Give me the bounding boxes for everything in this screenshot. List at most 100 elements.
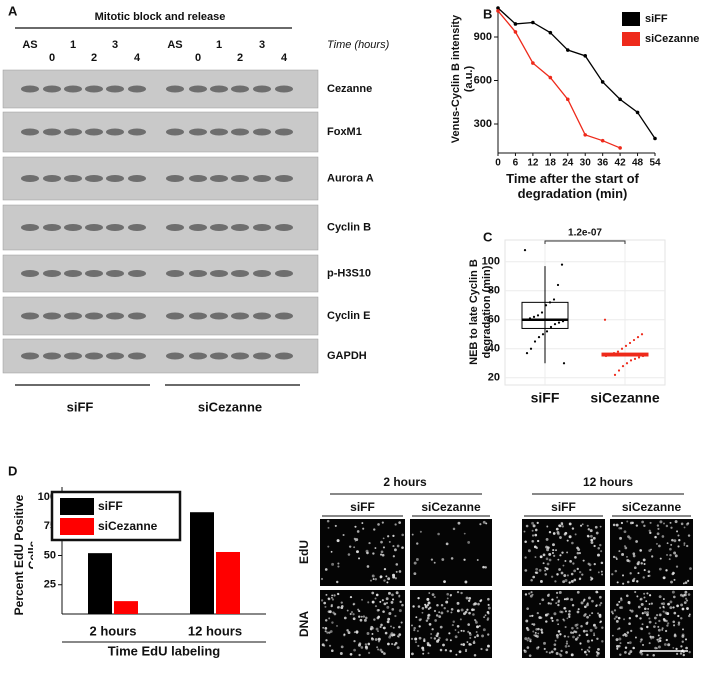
nucleus — [641, 520, 644, 524]
nucleus — [646, 653, 649, 657]
nucleus — [626, 631, 630, 634]
protein-label: FoxM1 — [327, 126, 362, 138]
data-point — [496, 6, 500, 10]
nucleus — [361, 522, 364, 525]
blot-band — [253, 312, 271, 320]
nucleus — [485, 522, 488, 525]
nucleus — [445, 542, 449, 546]
blot-band — [253, 128, 271, 136]
nucleus — [483, 616, 486, 619]
nucleus — [543, 641, 546, 645]
nucleus — [642, 558, 646, 562]
nucleus — [689, 567, 692, 570]
nucleus — [672, 571, 675, 574]
nucleus — [595, 590, 599, 594]
nucleus — [643, 562, 646, 566]
nucleus — [428, 592, 431, 594]
nucleus — [665, 569, 668, 572]
nucleus — [536, 539, 540, 543]
data-point — [557, 321, 561, 324]
nucleus — [632, 580, 635, 583]
nucleus — [685, 599, 689, 602]
nucleus — [394, 577, 397, 580]
blot-band — [253, 270, 271, 277]
nucleus — [474, 619, 476, 621]
blot-band — [210, 270, 228, 277]
nucleus — [660, 602, 663, 605]
nucleus — [544, 566, 547, 570]
nucleus — [672, 606, 675, 609]
nucleus — [537, 627, 540, 631]
nucleus — [417, 644, 420, 647]
x-tick-label: 54 — [649, 158, 661, 169]
nucleus — [661, 535, 665, 538]
nucleus — [683, 601, 687, 604]
nucleus — [527, 549, 531, 553]
lane-label: AS — [22, 39, 37, 51]
nucleus — [415, 616, 418, 619]
data-point — [496, 9, 500, 13]
nucleus — [571, 603, 575, 607]
nucleus — [626, 580, 630, 584]
nucleus — [564, 625, 567, 629]
nucleus — [681, 607, 685, 611]
nucleus — [591, 612, 594, 615]
blot-band — [128, 128, 146, 136]
nucleus — [597, 647, 600, 651]
legend-label: siFF — [98, 499, 123, 513]
nucleus — [548, 530, 552, 534]
blot-band — [253, 224, 271, 231]
blot-band — [128, 224, 146, 231]
nucleus — [545, 557, 549, 561]
nucleus — [635, 540, 638, 543]
data-point — [603, 318, 607, 321]
nucleus — [569, 559, 572, 563]
nucleus — [454, 635, 458, 639]
nucleus — [646, 613, 649, 617]
x-tick-label: 18 — [545, 158, 557, 169]
data-point — [600, 80, 605, 84]
nucleus — [600, 570, 603, 573]
nucleus — [383, 652, 386, 655]
nucleus — [542, 562, 545, 565]
x-tick-label: 36 — [597, 158, 609, 169]
nucleus — [371, 637, 374, 640]
nucleus — [399, 600, 402, 604]
x-tick-label: siFF — [531, 390, 560, 406]
blot-band — [253, 175, 271, 182]
micrograph — [610, 519, 693, 586]
nucleus — [669, 553, 672, 557]
nucleus — [583, 614, 586, 617]
nucleus — [661, 628, 664, 631]
nucleus — [554, 639, 557, 642]
nucleus — [547, 602, 550, 605]
nucleus — [362, 615, 366, 618]
blot-band — [64, 352, 82, 360]
nucleus — [526, 646, 530, 649]
nucleus — [677, 534, 680, 537]
nucleus — [376, 646, 379, 649]
blot-band — [210, 224, 228, 231]
nucleus — [592, 536, 596, 540]
lane-label: 3 — [259, 39, 265, 51]
x-tick-label: 30 — [580, 158, 592, 169]
nucleus — [665, 524, 669, 528]
nucleus — [387, 642, 390, 646]
nucleus — [527, 637, 530, 640]
nucleus — [427, 652, 430, 655]
blot-band — [189, 312, 207, 320]
nucleus — [487, 645, 490, 648]
nucleus — [446, 610, 449, 613]
nucleus — [566, 551, 569, 554]
nucleus — [524, 637, 528, 641]
nucleus — [646, 592, 649, 595]
nucleus — [353, 546, 356, 549]
nucleus — [387, 535, 390, 538]
nucleus — [639, 617, 642, 620]
blot-band — [166, 128, 184, 136]
nucleus — [576, 636, 579, 639]
y-tick-label: 80 — [488, 285, 500, 297]
nucleus — [639, 597, 643, 601]
nucleus — [324, 605, 327, 608]
nucleus — [377, 608, 380, 612]
